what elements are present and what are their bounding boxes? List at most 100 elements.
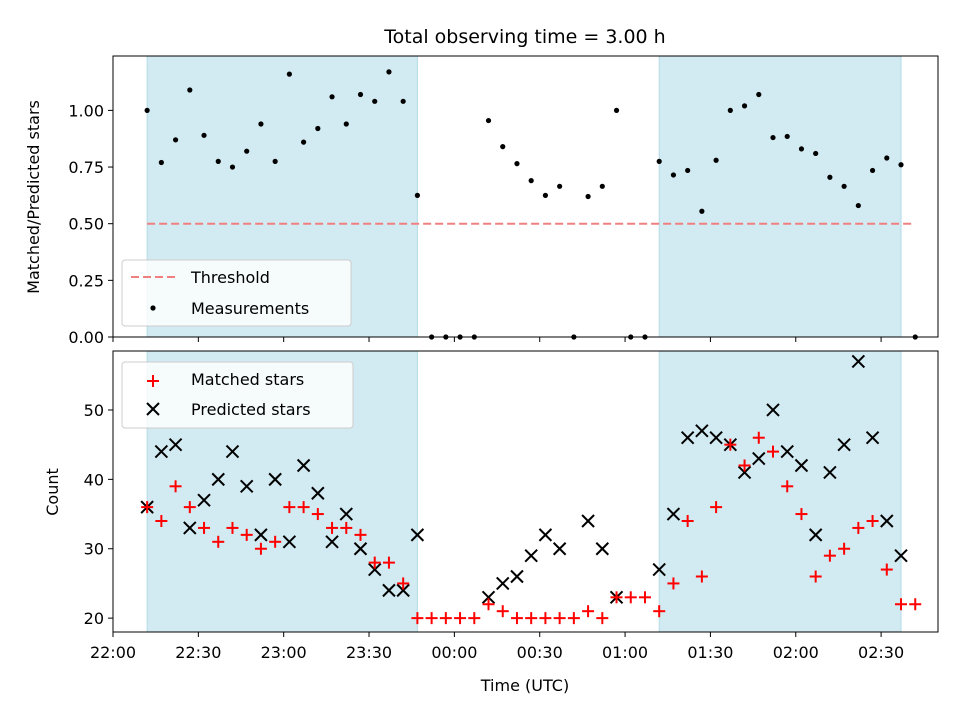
measurement-point xyxy=(343,121,349,127)
predicted-stars-point xyxy=(837,437,851,452)
matched-stars-point xyxy=(482,598,495,611)
predicted-stars-point xyxy=(353,542,368,556)
observing-windows-top xyxy=(146,55,902,338)
matched-stars-point xyxy=(653,605,666,618)
measurement-point xyxy=(500,144,506,150)
count-x-tick-label: 23:30 xyxy=(346,643,392,662)
matched-stars-point xyxy=(525,612,538,625)
predicted-stars-point xyxy=(595,542,610,556)
matched-stars-point xyxy=(368,556,381,569)
matched-stars-point xyxy=(567,612,580,625)
ratio-legend: Threshold Measurements xyxy=(121,259,352,327)
count-points xyxy=(140,354,922,625)
predicted-stars-point xyxy=(254,528,268,542)
count-x-tick-label: 23:00 xyxy=(261,643,307,662)
count-x-tick-label: 00:30 xyxy=(517,643,563,662)
measurement-point xyxy=(741,103,748,109)
measurement-point xyxy=(301,139,307,145)
matched-stars-point xyxy=(695,570,708,583)
ratio-y-ticks: 0.00 0.25 0.50 0.75 1.00 xyxy=(68,101,113,347)
matched-stars-point xyxy=(183,501,196,514)
ratio-axes-frame xyxy=(112,55,939,338)
matched-stars-point xyxy=(582,605,595,618)
predicted-legend-swatch xyxy=(146,402,160,416)
predicted-stars-point xyxy=(368,562,382,577)
count-y-tick-label: 30 xyxy=(84,540,104,559)
measurement-point xyxy=(542,192,549,198)
measurement-point xyxy=(372,98,378,104)
measurement-point xyxy=(685,167,691,174)
count-y-tick-label: 20 xyxy=(84,609,104,628)
predicted-stars-point xyxy=(410,528,425,542)
predicted-stars-point xyxy=(695,424,709,438)
predicted-stars-point xyxy=(382,583,396,598)
measurement-point xyxy=(784,133,790,140)
ratio-y-tick-label: 0.25 xyxy=(68,271,104,290)
measurement-point xyxy=(158,159,164,166)
matched-stars-point xyxy=(752,431,765,444)
measurement-point xyxy=(798,146,805,152)
predicted-stars-point xyxy=(538,528,553,542)
matched-stars-point xyxy=(297,501,310,514)
matched-legend-swatch xyxy=(147,375,159,387)
matched-stars-point xyxy=(823,549,836,562)
count-x-label: Time (UTC) xyxy=(480,676,569,695)
matched-stars-point xyxy=(866,514,879,527)
predicted-stars-point xyxy=(239,479,254,494)
matched-stars-point xyxy=(880,563,893,576)
count-x-tick-label: 01:00 xyxy=(602,643,648,662)
measurement-point xyxy=(244,148,250,154)
predicted-stars-point xyxy=(808,528,823,542)
predicted-stars-point xyxy=(823,465,837,480)
measurement-point xyxy=(855,202,861,209)
matched-stars-point xyxy=(553,612,566,625)
matched-stars-point xyxy=(254,542,267,555)
predicted-stars-point xyxy=(296,458,311,473)
observing-window-2 xyxy=(658,55,902,338)
predicted-stars-point xyxy=(339,507,353,521)
measurement-point xyxy=(215,158,221,164)
count-legend-box xyxy=(121,361,354,429)
predicted-stars-point xyxy=(282,535,297,549)
matched-stars-point xyxy=(624,591,637,604)
predicted-stars-point xyxy=(510,569,524,584)
matched-stars-point xyxy=(909,598,922,611)
matched-stars-point xyxy=(838,542,851,555)
matched-stars-point xyxy=(411,612,424,625)
threshold-legend-label: Threshold xyxy=(190,268,270,287)
predicted-stars-point xyxy=(766,403,780,417)
matched-stars-point xyxy=(681,514,694,527)
predicted-stars-point xyxy=(780,444,794,459)
matched-stars-point xyxy=(382,556,395,569)
predicted-stars-point xyxy=(894,548,908,563)
matched-stars-point xyxy=(781,480,794,493)
matched-stars-point xyxy=(340,521,353,534)
measurement-point xyxy=(898,162,904,168)
count-y-tick-label: 40 xyxy=(84,470,104,489)
measurement-point xyxy=(144,107,150,113)
predicted-stars-point xyxy=(211,472,225,487)
measurement-point xyxy=(585,193,591,200)
measurement-point xyxy=(770,134,776,141)
count-panel: 20 30 40 50 22:00 22:30 23:00 23:30 00:00 00:30 0… xyxy=(43,350,939,695)
measurement-point xyxy=(756,91,762,98)
predicted-stars-point xyxy=(496,576,510,591)
matched-stars-point xyxy=(240,528,253,541)
predicted-stars-point xyxy=(851,354,866,369)
matched-stars-point xyxy=(610,591,623,604)
ratio-y-tick-label: 0.00 xyxy=(68,328,104,347)
measurements-legend-swatch xyxy=(150,305,156,311)
matched-stars-point xyxy=(795,508,808,521)
count-y-label: Count xyxy=(43,468,62,516)
matched-stars-point xyxy=(212,535,225,548)
measurement-point xyxy=(528,178,534,184)
ratio-y-label: Matched/Predicted stars xyxy=(24,100,43,294)
measurement-point xyxy=(201,132,207,138)
predicted-stars-point xyxy=(752,451,766,466)
measurement-point xyxy=(315,125,321,132)
matched-stars-point xyxy=(269,535,282,548)
predicted-stars-point xyxy=(552,542,567,556)
matched-stars-point xyxy=(425,612,438,625)
measurement-point xyxy=(386,69,392,75)
predicted-stars-point xyxy=(481,590,496,605)
